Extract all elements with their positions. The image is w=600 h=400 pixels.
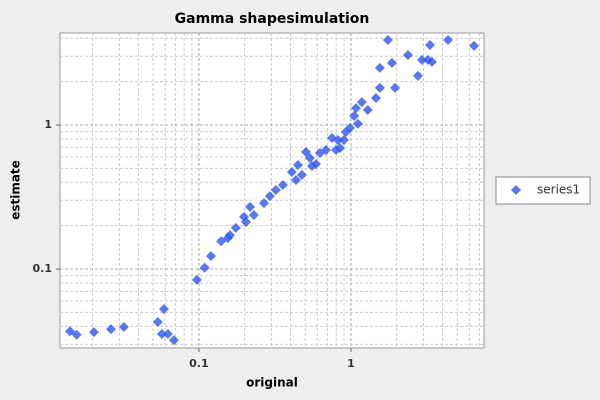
x-axis-label: original [246,376,298,390]
point [356,97,367,108]
point [306,161,317,172]
point [330,145,341,156]
point [88,327,99,338]
point [156,328,167,339]
point [374,82,385,93]
y-axis-label: estimate [9,160,23,220]
point [338,134,349,145]
point [402,50,413,61]
legend-label: series1 [537,183,580,197]
point [152,316,163,327]
point [362,105,373,116]
point [245,201,256,212]
point [118,321,129,332]
point [416,54,427,65]
marks [65,34,480,346]
point [264,191,275,202]
point [349,110,360,121]
point [286,166,297,177]
point [296,169,307,180]
point [469,40,480,51]
point [65,326,76,337]
point [443,34,454,45]
point [199,262,210,273]
point [270,184,281,195]
legend-marker [511,185,521,195]
point [240,217,251,228]
point [71,329,82,340]
y-tick-label: 0.1 [33,262,53,275]
point [290,174,301,185]
point [390,82,401,93]
point [344,122,355,133]
point [352,118,363,129]
point [300,147,311,158]
point [386,57,397,68]
point [277,180,288,191]
point [320,145,331,156]
point [105,324,116,335]
point [158,303,169,314]
point [351,103,362,114]
point [412,70,423,81]
point [259,198,270,209]
point [168,335,179,346]
point [162,328,173,339]
point [292,160,303,171]
point [424,40,435,51]
point [191,274,202,285]
point [374,62,385,73]
chart-title: Gamma shapesimulation [175,11,370,27]
grid [56,33,484,352]
point [205,251,216,262]
legend: series1 [511,183,580,197]
y-tick-label: 1 [44,118,52,131]
point [224,230,235,241]
point [370,92,381,103]
x-tick-label: 1 [347,357,355,370]
x-tick-label: 0.1 [189,357,209,370]
point [248,210,259,221]
point [332,134,343,145]
point [230,222,241,233]
point [340,126,351,137]
point [426,56,437,67]
point [382,34,393,45]
